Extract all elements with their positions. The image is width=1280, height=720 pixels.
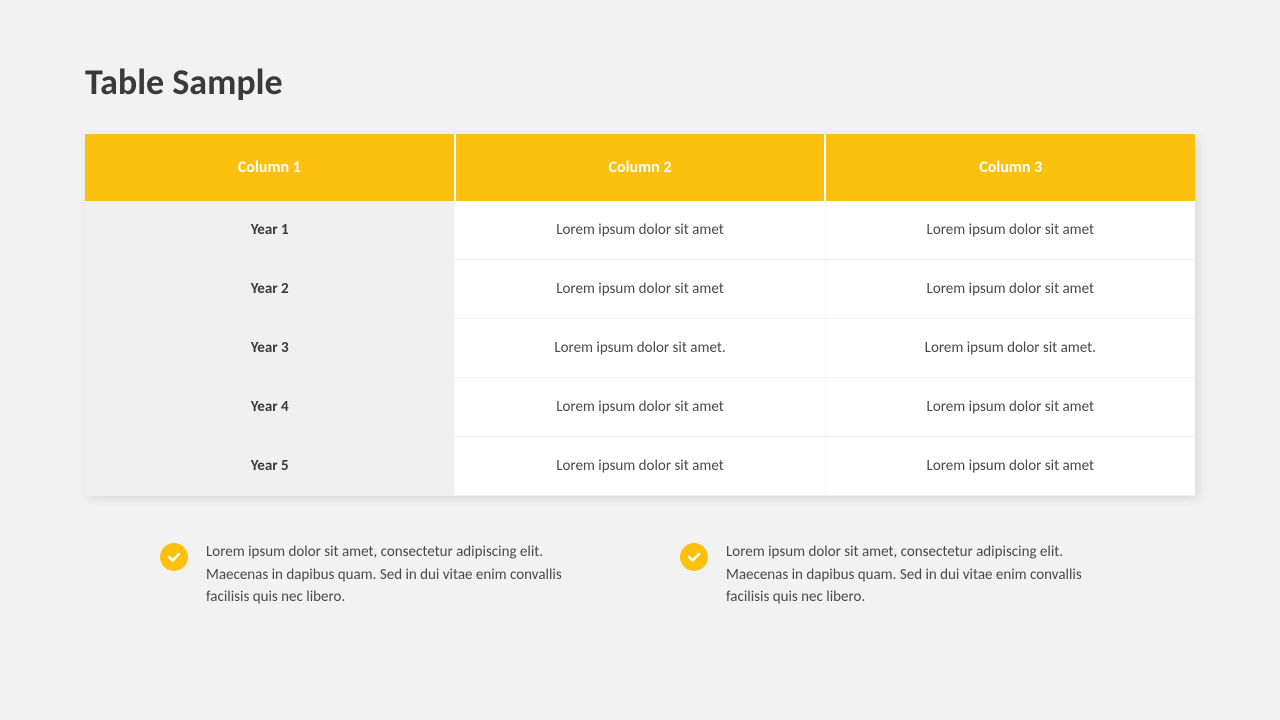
- table-cell-data: Lorem ipsum dolor sit amet.: [826, 319, 1195, 378]
- table-header-cell-1: Column 1: [85, 134, 456, 201]
- table-row: Year 1 Lorem ipsum dolor sit amet Lorem …: [85, 201, 1195, 260]
- table-row: Year 5 Lorem ipsum dolor sit amet Lorem …: [85, 437, 1195, 496]
- check-circle-icon: [160, 543, 188, 571]
- table-cell-label: Year 4: [85, 378, 455, 437]
- table-cell-data: Lorem ipsum dolor sit amet: [826, 437, 1195, 496]
- note-text: Lorem ipsum dolor sit amet, consectetur …: [726, 541, 1120, 609]
- table-cell-data: Lorem ipsum dolor sit amet: [455, 260, 825, 319]
- table-cell-label: Year 5: [85, 437, 455, 496]
- table-cell-label: Year 3: [85, 319, 455, 378]
- table-cell-data: Lorem ipsum dolor sit amet: [455, 437, 825, 496]
- note-item: Lorem ipsum dolor sit amet, consectetur …: [680, 541, 1120, 609]
- table-cell-label: Year 1: [85, 201, 455, 260]
- slide-container: Table Sample Column 1 Column 2 Column 3 …: [0, 0, 1280, 720]
- table-cell-data: Lorem ipsum dolor sit amet: [455, 378, 825, 437]
- table-row: Year 2 Lorem ipsum dolor sit amet Lorem …: [85, 260, 1195, 319]
- table-cell-data: Lorem ipsum dolor sit amet: [826, 378, 1195, 437]
- table-row: Year 4 Lorem ipsum dolor sit amet Lorem …: [85, 378, 1195, 437]
- note-item: Lorem ipsum dolor sit amet, consectetur …: [160, 541, 600, 609]
- table-cell-data: Lorem ipsum dolor sit amet: [826, 201, 1195, 260]
- sample-table: Column 1 Column 2 Column 3 Year 1 Lorem …: [85, 134, 1195, 496]
- table-row: Year 3 Lorem ipsum dolor sit amet. Lorem…: [85, 319, 1195, 378]
- table-body: Year 1 Lorem ipsum dolor sit amet Lorem …: [85, 201, 1195, 496]
- table-header-cell-3: Column 3: [826, 134, 1195, 201]
- table-cell-data: Lorem ipsum dolor sit amet.: [455, 319, 825, 378]
- table-header-cell-2: Column 2: [456, 134, 827, 201]
- table-cell-data: Lorem ipsum dolor sit amet: [826, 260, 1195, 319]
- check-circle-icon: [680, 543, 708, 571]
- table-cell-data: Lorem ipsum dolor sit amet: [455, 201, 825, 260]
- footer-notes: Lorem ipsum dolor sit amet, consectetur …: [85, 541, 1195, 609]
- slide-title: Table Sample: [85, 60, 1195, 104]
- table-header-row: Column 1 Column 2 Column 3: [85, 134, 1195, 201]
- table-cell-label: Year 2: [85, 260, 455, 319]
- note-text: Lorem ipsum dolor sit amet, consectetur …: [206, 541, 600, 609]
